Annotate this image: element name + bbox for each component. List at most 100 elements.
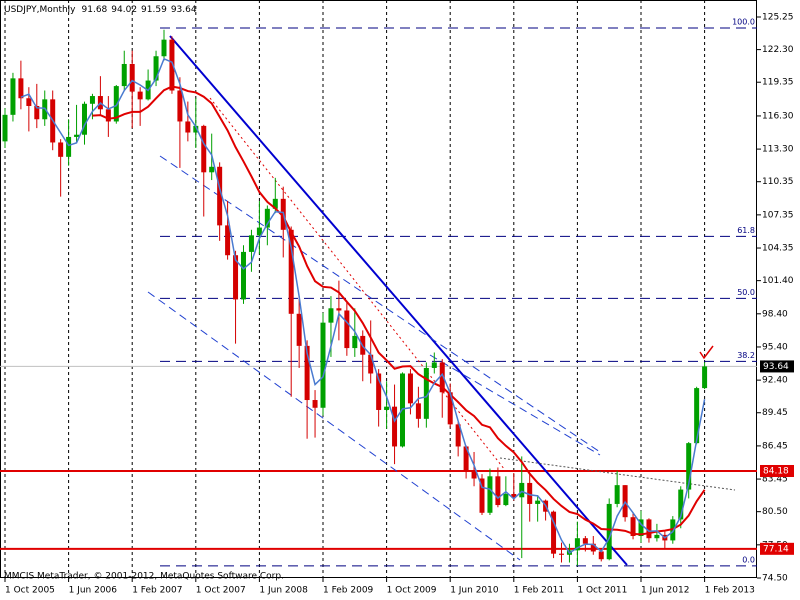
- candle-body: [225, 225, 231, 256]
- candle-body: [121, 63, 127, 87]
- candle-body: [423, 367, 429, 419]
- candle-body: [288, 229, 294, 314]
- channel-line: [159, 155, 601, 453]
- x-tick-label: 1 Jun 2008: [259, 586, 308, 596]
- fib-label: 61.8: [737, 226, 755, 235]
- candle-body: [74, 134, 80, 137]
- candle-body: [455, 424, 461, 447]
- candle-body: [654, 534, 660, 539]
- candle-body: [527, 482, 533, 504]
- candle-body: [66, 136, 72, 157]
- candle-body: [177, 90, 183, 122]
- trendlines: [147, 35, 736, 566]
- dotted-trendline: [499, 457, 736, 491]
- price-label: 93.64: [763, 362, 789, 372]
- x-tick-label: 1 Feb 2013: [705, 586, 755, 596]
- candle-body: [34, 105, 40, 120]
- x-tick-label: 1 Oct 2005: [5, 586, 55, 596]
- candle-body: [439, 362, 445, 393]
- y-tick-label: 83.45: [762, 475, 788, 485]
- candle-body: [678, 489, 684, 520]
- axes: 125.25 122.30 119.35 116.30 113.30 110.35 107.…: [4, 13, 794, 596]
- candle-body: [614, 485, 620, 504]
- x-tick-label: 1 Jun 2010: [450, 586, 499, 596]
- candle-body: [312, 400, 318, 408]
- candle-body: [384, 406, 390, 410]
- y-tick-label: 107.35: [762, 210, 794, 220]
- candle-body: [209, 166, 215, 173]
- candle-body: [574, 538, 580, 551]
- candle-body: [296, 313, 302, 346]
- chart-header: USDJPY,Monthly 91.68 94.02 91.59 93.64: [4, 5, 197, 15]
- channel-line: [147, 291, 521, 561]
- candle-body: [272, 198, 278, 209]
- candles: [2, 29, 708, 566]
- y-tick-label: 122.30: [762, 45, 794, 55]
- candle-body: [519, 482, 525, 498]
- candle-body: [304, 345, 310, 401]
- candle-body: [169, 39, 175, 91]
- footer: MMCIS MetaTrader, © 2001-2012, MetaQuote…: [4, 572, 284, 582]
- fib-label: 100.0: [732, 18, 755, 27]
- price-box: [760, 360, 794, 373]
- candle-body: [511, 493, 517, 498]
- candle-body: [344, 310, 350, 349]
- candle-body: [248, 235, 254, 252]
- level-box: [760, 542, 794, 555]
- candle-body: [217, 166, 223, 226]
- x-tick-label: 1 Feb 2011: [514, 586, 564, 596]
- candle-body: [185, 121, 191, 133]
- candle-body: [376, 373, 382, 410]
- fib-label: 50.0: [737, 288, 755, 297]
- candle-body: [233, 255, 239, 300]
- ohlc-open: 91.68: [82, 5, 108, 15]
- candle-body: [256, 227, 262, 236]
- candle-body: [471, 470, 477, 479]
- candle-body: [463, 446, 469, 471]
- candle-body: [535, 500, 541, 504]
- y-tick-label: 104.35: [762, 244, 794, 254]
- y-tick-label: 98.40: [762, 309, 788, 319]
- candle-body: [590, 543, 596, 552]
- candle-body: [113, 86, 119, 122]
- candle-body: [193, 125, 199, 133]
- channel-line: [429, 354, 601, 456]
- candle-body: [392, 406, 398, 447]
- plot-frame: [0, 0, 757, 578]
- candle-body: [479, 478, 485, 513]
- level-box: [760, 464, 794, 477]
- check-mark: [699, 345, 714, 360]
- candle-body: [630, 517, 636, 536]
- fib-label: 0.0: [742, 555, 755, 564]
- trendline: [169, 35, 628, 566]
- candle-body: [2, 114, 8, 142]
- candle-body: [26, 98, 32, 106]
- candle-body: [352, 335, 358, 349]
- candle-body: [328, 308, 334, 323]
- candle-body: [447, 392, 453, 425]
- x-tick-label: 1 Oct 2011: [577, 586, 627, 596]
- y-tick-label: 92.40: [762, 376, 788, 386]
- x-tick-label: 1 Oct 2007: [196, 586, 246, 596]
- y-tick-label: 86.45: [762, 441, 788, 451]
- candle-body: [686, 443, 692, 490]
- x-tick-label: 1 Feb 2007: [132, 586, 182, 596]
- fib-label: 38.2: [737, 351, 755, 360]
- candle-body: [559, 553, 564, 555]
- candle-body: [582, 538, 588, 544]
- candle-body: [407, 373, 413, 404]
- ohlc-close: 93.64: [171, 5, 197, 15]
- candle-body: [638, 519, 644, 536]
- y-tick-label: 119.35: [762, 78, 794, 88]
- candle-body: [495, 476, 501, 506]
- candle-body: [415, 403, 421, 419]
- y-tick-label: 113.30: [762, 145, 794, 155]
- candle-body: [58, 142, 64, 157]
- y-tick-label: 95.40: [762, 342, 788, 352]
- x-tick-label: 1 Oct 2009: [387, 586, 437, 596]
- candle-body: [89, 96, 95, 104]
- candle-body: [105, 109, 111, 122]
- y-tick-label: 101.40: [762, 276, 794, 286]
